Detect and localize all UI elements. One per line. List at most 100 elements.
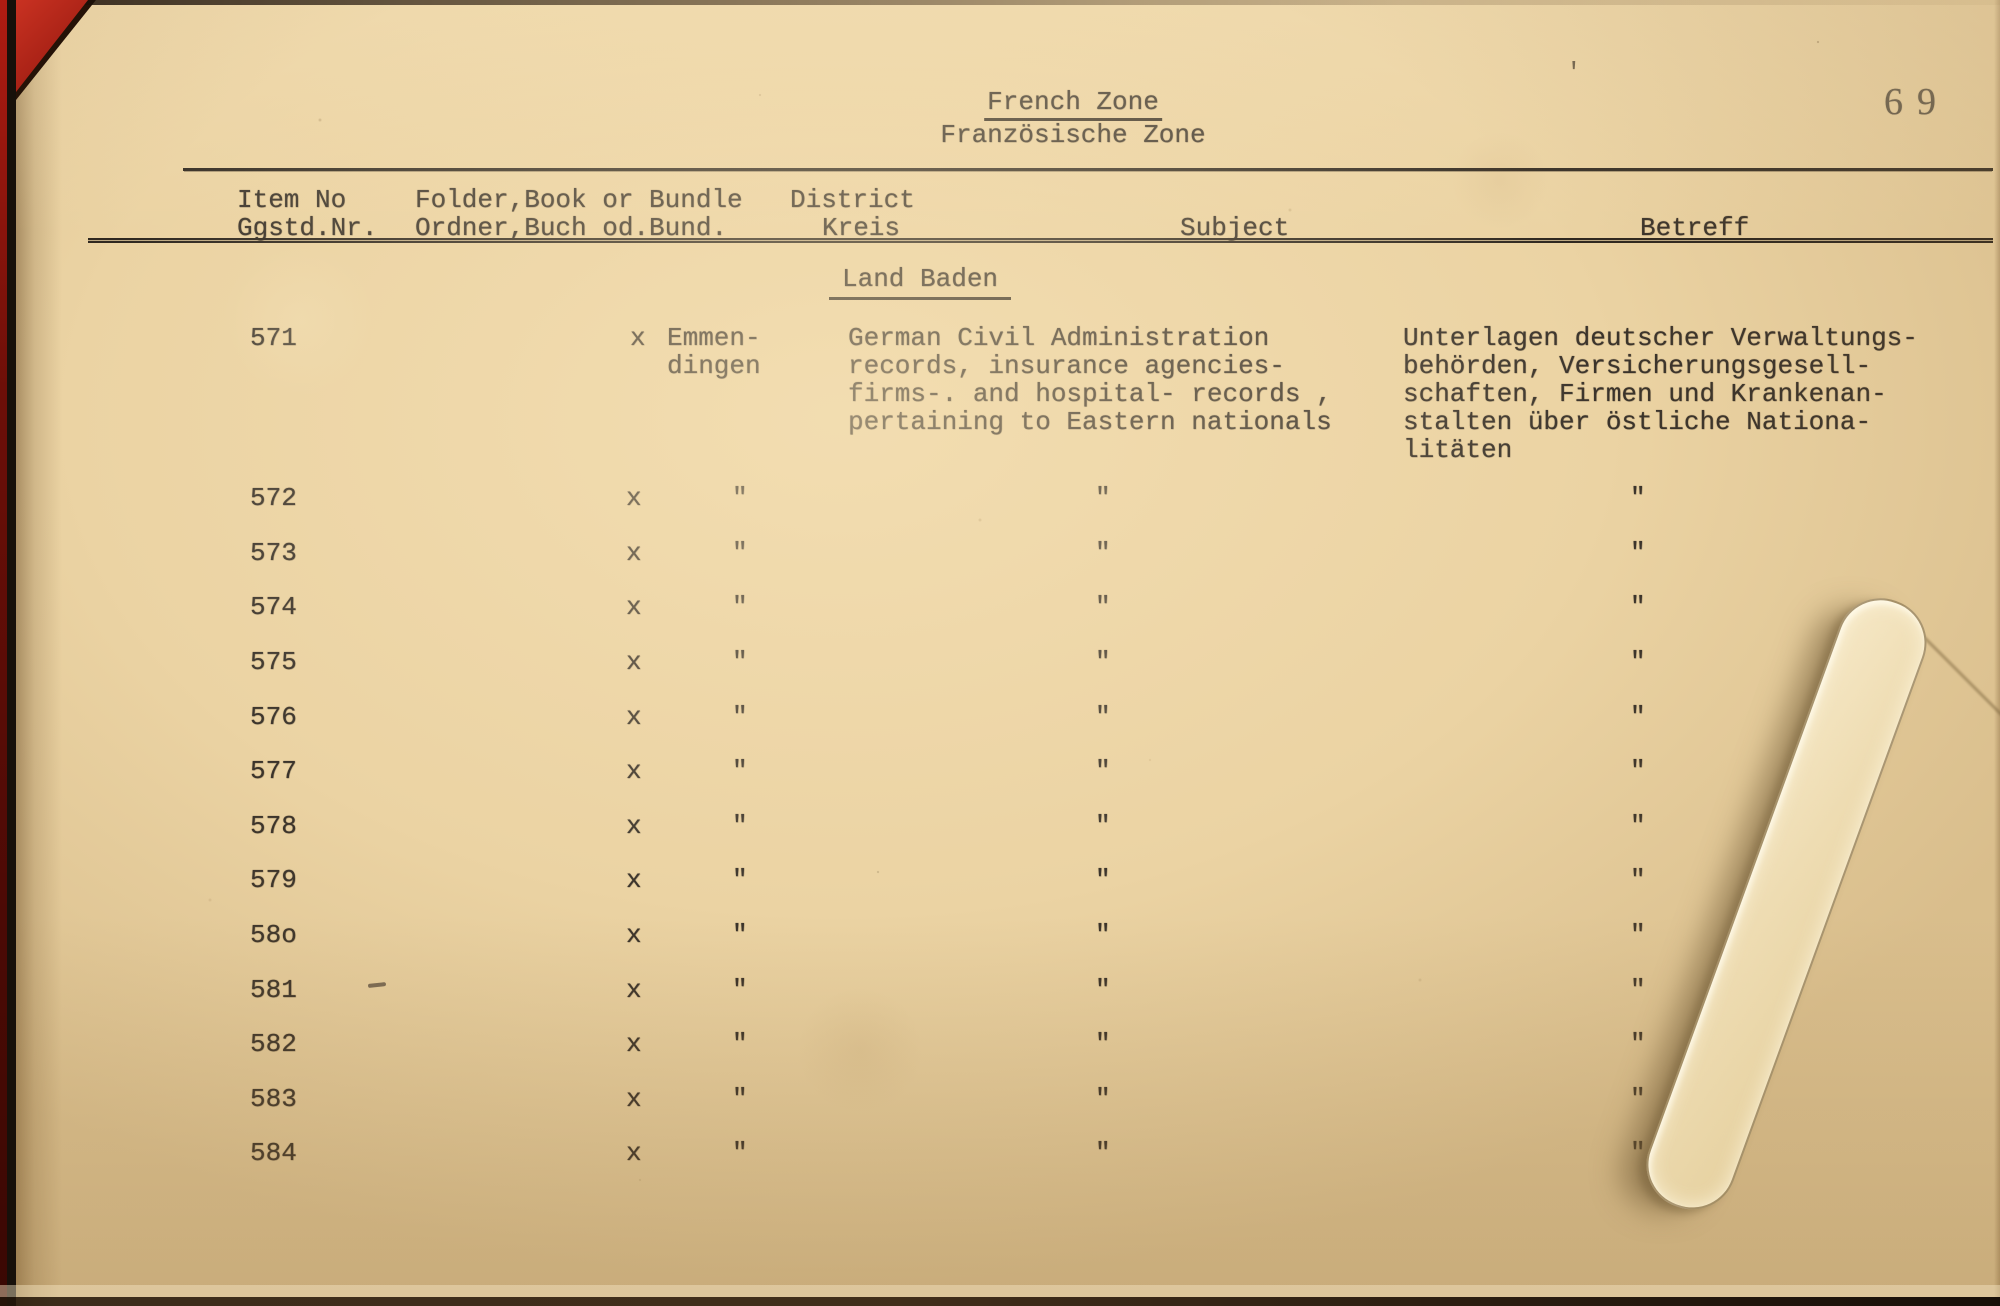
- ditto-mark: ": [1095, 920, 1111, 950]
- ditto-mark: ": [1095, 756, 1111, 786]
- page-title-en-text: French Zone: [984, 87, 1162, 121]
- ditto-mark: ": [1095, 975, 1111, 1005]
- header-district-line1: District: [790, 185, 915, 215]
- folder-mark-cell: x: [630, 323, 646, 353]
- betreff-cell-line: Unterlagen deutscher Verwaltungs-: [1403, 323, 1918, 353]
- page-bottom-edge: [0, 1297, 2000, 1306]
- item-no-cell: 577: [250, 756, 297, 786]
- folder-mark-cell: x: [626, 702, 642, 732]
- ditto-mark: ": [732, 811, 748, 841]
- stray-quote-mark: ': [1566, 58, 1582, 88]
- betreff-cell-line: stalten über östliche Nationa-: [1403, 407, 1872, 437]
- ditto-mark: ": [1630, 592, 1646, 622]
- section-heading: Land Baden: [829, 264, 1012, 300]
- ditto-mark: ": [1630, 756, 1646, 786]
- folder-mark-cell: x: [626, 920, 642, 950]
- ditto-mark: ": [732, 483, 748, 513]
- item-no-cell: 579: [250, 865, 297, 895]
- ditto-mark: ": [1095, 483, 1111, 513]
- page-title-en: French Zone: [984, 87, 1162, 121]
- ditto-mark: ": [732, 865, 748, 895]
- header-subject: Subject: [1180, 213, 1290, 243]
- ditto-mark: ": [1630, 702, 1646, 732]
- item-no-cell: 573: [250, 538, 297, 568]
- item-no-cell: 572: [250, 483, 297, 513]
- folder-mark-cell: x: [626, 1138, 642, 1168]
- header-district-line2: Kreis: [822, 213, 901, 243]
- ditto-mark: ": [732, 1029, 748, 1059]
- folder-mark-cell: x: [626, 1029, 642, 1059]
- ditto-mark: ": [732, 975, 748, 1005]
- item-no-cell: 578: [250, 811, 297, 841]
- header-item-no-line1: Item No: [237, 185, 347, 215]
- item-no-cell: 581: [250, 975, 297, 1005]
- page-holder-strip-object: [1634, 585, 1939, 1222]
- page-left-edge-shadow: [16, 0, 62, 1306]
- ditto-mark: ": [1095, 1138, 1111, 1168]
- header-bottom-rule: [88, 238, 1993, 243]
- ditto-mark: ": [732, 756, 748, 786]
- ditto-mark: ": [732, 538, 748, 568]
- pencil-dash-mark: [367, 982, 387, 988]
- ditto-mark: ": [1095, 538, 1111, 568]
- betreff-cell-line: behörden, Versicherungsgesell-: [1403, 351, 1872, 381]
- folder-mark-cell: x: [626, 811, 642, 841]
- item-no-cell: 583: [250, 1084, 297, 1114]
- binding-red-edge: [0, 0, 7, 1306]
- page-right-edge: [1994, 0, 2000, 1306]
- ditto-mark: ": [1095, 811, 1111, 841]
- ditto-mark: ": [1630, 538, 1646, 568]
- ditto-mark: ": [1095, 592, 1111, 622]
- folder-mark-cell: x: [626, 975, 642, 1005]
- subject-cell-line: records, insurance agencies-: [848, 351, 1285, 381]
- ditto-mark: ": [732, 592, 748, 622]
- header-top-rule: [183, 168, 1993, 171]
- header-folder-line1: Folder,Book or Bundle: [415, 185, 743, 215]
- ditto-mark: ": [1630, 811, 1646, 841]
- folder-mark-cell: x: [626, 538, 642, 568]
- ditto-mark: ": [1630, 1029, 1646, 1059]
- folder-mark-cell: x: [626, 865, 642, 895]
- folder-mark-cell: x: [626, 756, 642, 786]
- ditto-mark: ": [732, 920, 748, 950]
- item-no-cell: 584: [250, 1138, 297, 1168]
- district-cell-line: dingen: [667, 351, 761, 381]
- page-title-de: Französische Zone: [940, 120, 1206, 150]
- page-number: 69: [1884, 81, 1950, 123]
- subject-cell-line: pertaining to Eastern nationals: [848, 407, 1332, 437]
- item-no-cell: 576: [250, 702, 297, 732]
- ditto-mark: ": [1095, 1029, 1111, 1059]
- ditto-mark: ": [1630, 865, 1646, 895]
- item-no-cell: 582: [250, 1029, 297, 1059]
- item-no-cell: 575: [250, 647, 297, 677]
- header-item-no-line2: Ggstd.Nr.: [237, 213, 378, 243]
- ditto-mark: ": [1630, 647, 1646, 677]
- ditto-mark: ": [732, 647, 748, 677]
- betreff-cell-line: litäten: [1403, 435, 1513, 465]
- ditto-mark: ": [1630, 1084, 1646, 1114]
- ditto-mark: ": [1630, 920, 1646, 950]
- ditto-mark: ": [732, 1084, 748, 1114]
- page-top-edge: [16, 0, 2000, 5]
- page-bottom-edge-highlight: [0, 1285, 2000, 1297]
- binding-black-edge: [7, 0, 16, 1306]
- betreff-cell-line: schaften, Firmen und Krankenan-: [1403, 379, 1887, 409]
- header-betreff: Betreff: [1640, 213, 1750, 243]
- subject-cell-line: firms-. and hospital- records ,: [848, 379, 1332, 409]
- folder-mark-cell: x: [626, 647, 642, 677]
- ditto-mark: ": [1630, 975, 1646, 1005]
- ditto-mark: ": [1095, 865, 1111, 895]
- header-folder-line2: Ordner,Buch od.Bund.: [415, 213, 728, 243]
- ditto-mark: ": [732, 702, 748, 732]
- item-no-cell: 571: [250, 323, 297, 353]
- folder-mark-cell: x: [626, 483, 642, 513]
- section-heading-text: Land Baden: [829, 264, 1012, 300]
- subject-cell-line: German Civil Administration: [848, 323, 1270, 353]
- ditto-mark: ": [1630, 1138, 1646, 1168]
- ditto-mark: ": [1095, 647, 1111, 677]
- item-no-cell: 574: [250, 592, 297, 622]
- ditto-mark: ": [1095, 702, 1111, 732]
- item-no-cell: 58o: [250, 920, 297, 950]
- ditto-mark: ": [1095, 1084, 1111, 1114]
